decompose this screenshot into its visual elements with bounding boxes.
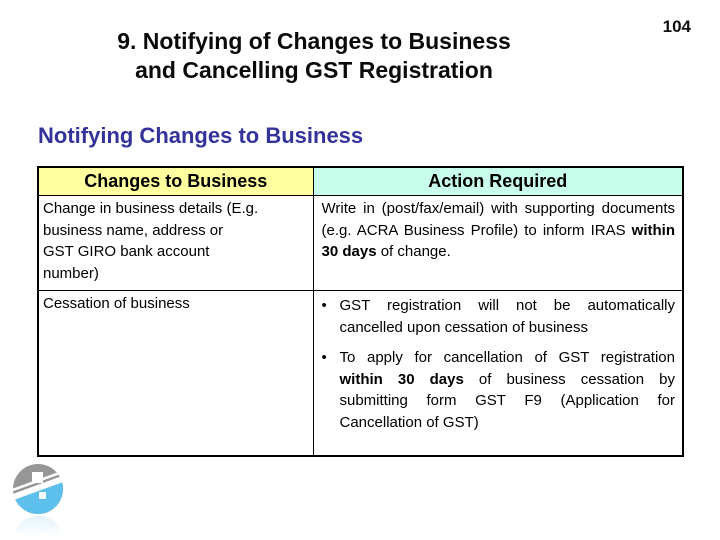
globe-swoosh-logo-icon (12, 463, 72, 540)
table-row: Change in business details (E.g. busines… (37, 195, 684, 291)
action-text: of change. (376, 243, 451, 260)
action-text-bold: within 30 days (321, 221, 676, 261)
column-header-action-required: Action Required (312, 166, 684, 196)
list-item: • To apply for cancellation of GST regis… (322, 347, 676, 433)
cessation-cell: Cessation of business (37, 290, 314, 457)
slide-title-line1: 9. Notifying of Changes to Business (117, 28, 511, 54)
bullet-icon: • (321, 297, 327, 314)
section-heading: Notifying Changes to Business (38, 123, 364, 148)
table-row: Cessation of business • GST registration… (37, 290, 684, 457)
slide-title-line2: and Cancelling GST Registration (135, 57, 493, 83)
action-text: of business cessation by submitting form… (339, 370, 676, 431)
action-text: Write in (post/fax/email) with supportin… (321, 200, 676, 239)
action-text-bold: within 30 days (339, 370, 464, 388)
bullet-text: GST registration will not be automatical… (340, 295, 676, 338)
column-header-changes-to-business: Changes to Business (37, 166, 314, 196)
slide-title: 9. Notifying of Changes to Business and … (0, 27, 628, 85)
change-details-cell: Change in business details (E.g. busines… (37, 195, 314, 291)
changes-table: Changes to Business Action Required Chan… (37, 166, 684, 457)
bullet-text: To apply for cancellation of GST registr… (340, 347, 676, 433)
action-text: To apply for cancellation of GST registr… (339, 349, 676, 366)
page-number: 104 (662, 17, 691, 36)
action-text: GST registration will not be automatical… (339, 297, 676, 336)
bullet-icon: • (321, 349, 327, 366)
action-required-cell: Write in (post/fax/email) with supportin… (312, 195, 684, 291)
action-required-cell: • GST registration will not be automatic… (312, 290, 684, 457)
table-header-row: Changes to Business Action Required (37, 166, 684, 196)
list-item: • GST registration will not be automatic… (322, 295, 676, 338)
